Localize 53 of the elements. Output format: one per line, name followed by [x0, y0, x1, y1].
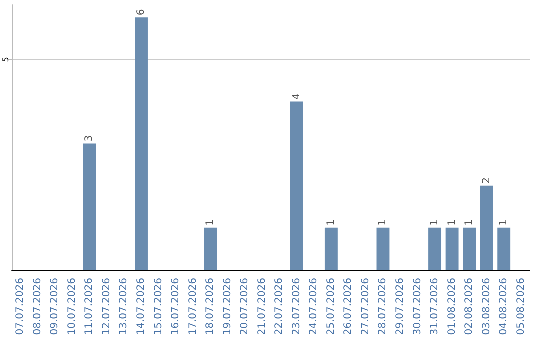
bar: [428, 228, 442, 270]
data-label: 1: [378, 220, 389, 226]
bar: [135, 18, 148, 270]
x-tick-label: 12.07.2026: [101, 278, 112, 336]
x-tick-label: 07.07.2026: [15, 278, 26, 336]
x-tick-label: 15.07.2026: [153, 278, 164, 336]
data-label: 1: [205, 220, 216, 226]
x-tick-label: 28.07.2026: [378, 278, 389, 336]
x-tick-label: 14.07.2026: [136, 278, 147, 336]
x-tick-label: 10.07.2026: [66, 278, 78, 336]
data-label: 3: [84, 135, 96, 142]
bar: [324, 228, 338, 270]
x-tick-label: 27.07.2026: [360, 278, 372, 336]
x-tick-label: 19.07.2026: [222, 278, 234, 336]
x-tick-label: 11.07.2026: [84, 278, 96, 336]
bar: [498, 228, 511, 270]
x-tick-label: 23.07.2026: [291, 278, 302, 336]
x-tick-label: 13.07.2026: [118, 278, 130, 336]
y-tick-label: 5: [2, 57, 10, 62]
data-label: 1: [326, 220, 337, 226]
x-tick-label: 25.07.2026: [326, 278, 337, 336]
x-tick-label: 02.08.2026: [464, 278, 476, 336]
x-tick-label: 08.07.2026: [32, 278, 44, 336]
data-label: 1: [430, 220, 441, 226]
bar: [463, 228, 476, 270]
data-label: 2: [481, 178, 492, 184]
x-tick-label: 09.07.2026: [50, 278, 61, 336]
bar: [376, 228, 390, 270]
x-tick-label: 20.07.2026: [240, 278, 251, 336]
data-label: 4: [291, 93, 302, 100]
bar: [480, 186, 494, 270]
x-tick-label: 29.07.2026: [395, 278, 406, 336]
x-tick-label: 24.07.2026: [308, 278, 320, 336]
x-tick-label: 21.07.2026: [256, 278, 268, 336]
x-tick-label: 22.07.2026: [274, 278, 286, 336]
x-tick-label: 26.07.2026: [343, 278, 354, 336]
x-tick-label: 31.07.2026: [430, 278, 441, 336]
x-tick-label: 04.08.2026: [498, 278, 510, 336]
x-tick-label: 01.08.2026: [446, 278, 458, 336]
x-tick-label: 16.07.2026: [170, 278, 182, 336]
x-tick-label: 05.08.2026: [516, 278, 527, 336]
x-tick-label: 17.07.2026: [188, 278, 199, 336]
data-label: 1: [464, 220, 476, 226]
bar: [204, 228, 218, 270]
data-label: 6: [136, 9, 147, 16]
x-tick-label: 18.07.2026: [205, 278, 216, 336]
data-label: 1: [498, 220, 510, 226]
bar: [83, 144, 96, 270]
x-tick-label: 03.08.2026: [481, 278, 492, 336]
bar: [446, 228, 459, 270]
data-label: 1: [446, 220, 458, 226]
bar: [290, 102, 304, 270]
x-tick-label: 30.07.2026: [412, 278, 424, 336]
